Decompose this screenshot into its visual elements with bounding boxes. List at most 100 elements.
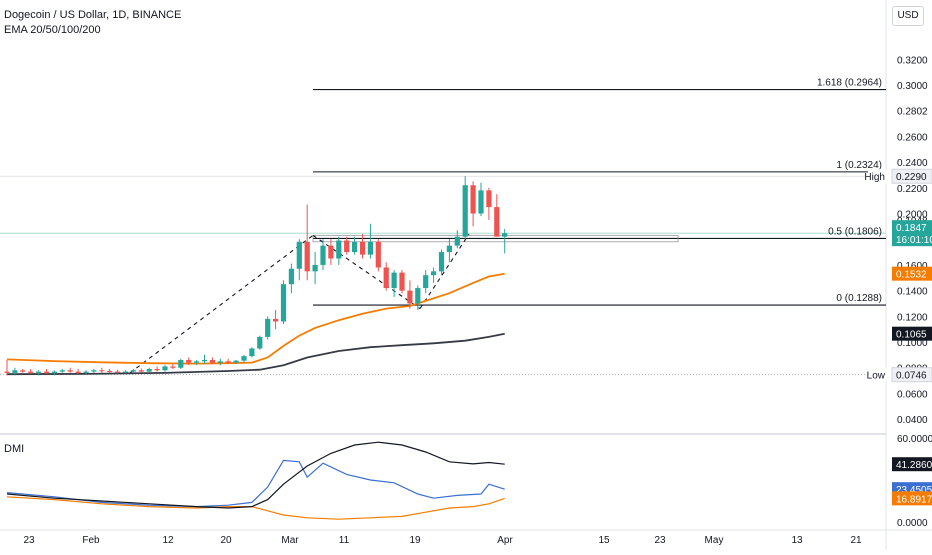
- price-tick-label: 0.2600: [897, 132, 928, 143]
- candle-body: [423, 275, 429, 289]
- price-label-tag-bg: [868, 169, 888, 184]
- dmi-value-text: 41.2860: [896, 460, 932, 471]
- candle-body: [494, 207, 500, 237]
- candle-body: [201, 360, 208, 362]
- current-price-value: 0.1847: [896, 223, 927, 234]
- time-tick-label: May: [705, 535, 724, 546]
- swing-trend-line: [129, 234, 314, 374]
- ema-value-badge: [892, 266, 932, 281]
- price-tick-label: 0.2200: [897, 184, 928, 195]
- candle-body: [43, 371, 50, 373]
- candle-body: [431, 271, 437, 276]
- candle-body: [273, 318, 279, 322]
- swing-trend-line: [312, 234, 421, 310]
- price-label-value: 0.2290: [896, 172, 927, 183]
- candle-body: [462, 185, 468, 237]
- price-tick-label: 0.2802: [897, 106, 928, 117]
- candle-body: [502, 233, 508, 237]
- time-tick-label: Mar: [281, 535, 299, 546]
- candle-body: [12, 370, 18, 373]
- candle-body: [344, 240, 350, 253]
- price-tick-label: 0.1600: [897, 261, 928, 272]
- ema-line: [6, 272, 505, 365]
- candle-body: [312, 264, 318, 272]
- dmi-value-text: 16.8917: [896, 494, 932, 505]
- price-tick-label: 0.2000: [897, 210, 928, 221]
- candle-body: [20, 370, 26, 372]
- candle-body: [383, 267, 389, 289]
- candle-body: [320, 245, 326, 265]
- candle-body: [415, 288, 421, 304]
- candle-body: [154, 369, 160, 371]
- candle-body: [304, 241, 310, 272]
- candle-body: [407, 290, 413, 304]
- current-price-badge: [892, 220, 932, 247]
- candle-body: [115, 371, 121, 373]
- candle-body: [336, 240, 342, 259]
- currency-button[interactable]: USD: [892, 6, 924, 26]
- candle-body: [209, 360, 215, 363]
- price-label-value: 0.0746: [896, 371, 927, 382]
- candle-body: [265, 318, 271, 337]
- candle-body: [146, 369, 152, 372]
- symbol-title: Dogecoin / US Dollar, 1D, BINANCE: [4, 9, 182, 21]
- price-tick-label: 0.1200: [897, 312, 928, 323]
- price-tick-label: 0.1400: [897, 287, 928, 298]
- price-label-badge: [891, 367, 932, 383]
- candle-body: [328, 245, 334, 259]
- price-tick-label: 0.3200: [897, 55, 928, 66]
- time-tick-label: 20: [220, 535, 232, 546]
- time-tick-label: 12: [162, 535, 174, 546]
- candle-body: [170, 366, 176, 368]
- candle-body: [454, 236, 460, 246]
- candle-body: [233, 360, 239, 363]
- indicator-legend[interactable]: EMA 20/50/100/200: [4, 24, 101, 36]
- candle-body: [280, 284, 287, 322]
- candle-body: [486, 190, 492, 208]
- price-tick-label: 0.0600: [897, 389, 928, 400]
- candle-body: [438, 252, 445, 272]
- time-tick-label: 19: [409, 535, 421, 546]
- dmi-tick-label: 0.0000: [897, 518, 928, 529]
- candle-body: [257, 336, 263, 349]
- fib-level-label: 1.618 (0.2964): [817, 78, 882, 89]
- candle-body: [59, 370, 65, 372]
- candle-body: [67, 370, 73, 372]
- candle-body: [28, 371, 34, 373]
- fib-level-label: 0.5 (0.1806): [828, 226, 882, 237]
- price-tick-label: 0.2400: [897, 158, 928, 169]
- candle-body: [162, 366, 168, 371]
- time-tick-label: Feb: [82, 535, 100, 546]
- candle-body: [470, 185, 476, 214]
- candle-body: [75, 371, 81, 373]
- candle-body: [91, 370, 97, 372]
- candle-body: [391, 272, 397, 289]
- price-tick-label: 0.0400: [897, 415, 928, 426]
- ema-value-text: 0.1532: [896, 270, 927, 281]
- candle-body: [399, 272, 405, 291]
- candle-body: [107, 370, 113, 372]
- price-label-tag: High: [864, 172, 885, 183]
- time-tick-label: 15: [598, 535, 610, 546]
- price-label-tag: Low: [867, 371, 886, 382]
- dmi-line: [6, 441, 505, 509]
- time-tick-label: 11: [339, 535, 350, 546]
- candle-body: [375, 241, 381, 268]
- candle-body: [83, 371, 89, 373]
- countdown-timer: 16:01:10: [896, 235, 932, 246]
- fib-level-label: 1 (0.2324): [836, 160, 882, 171]
- time-tick-label: Apr: [497, 535, 513, 546]
- candle-body: [217, 361, 223, 363]
- dmi-value-badge: [892, 457, 932, 472]
- dmi-value-badge: [892, 491, 932, 506]
- candle-body: [249, 348, 255, 357]
- time-tick-label: 21: [850, 535, 862, 546]
- time-tick-label: 23: [23, 535, 35, 546]
- candle-body: [99, 370, 105, 372]
- candle-body: [4, 371, 10, 373]
- ema-value-badge: [892, 326, 932, 341]
- candle-body: [359, 241, 366, 255]
- ema-value-text: 0.1065: [896, 330, 927, 341]
